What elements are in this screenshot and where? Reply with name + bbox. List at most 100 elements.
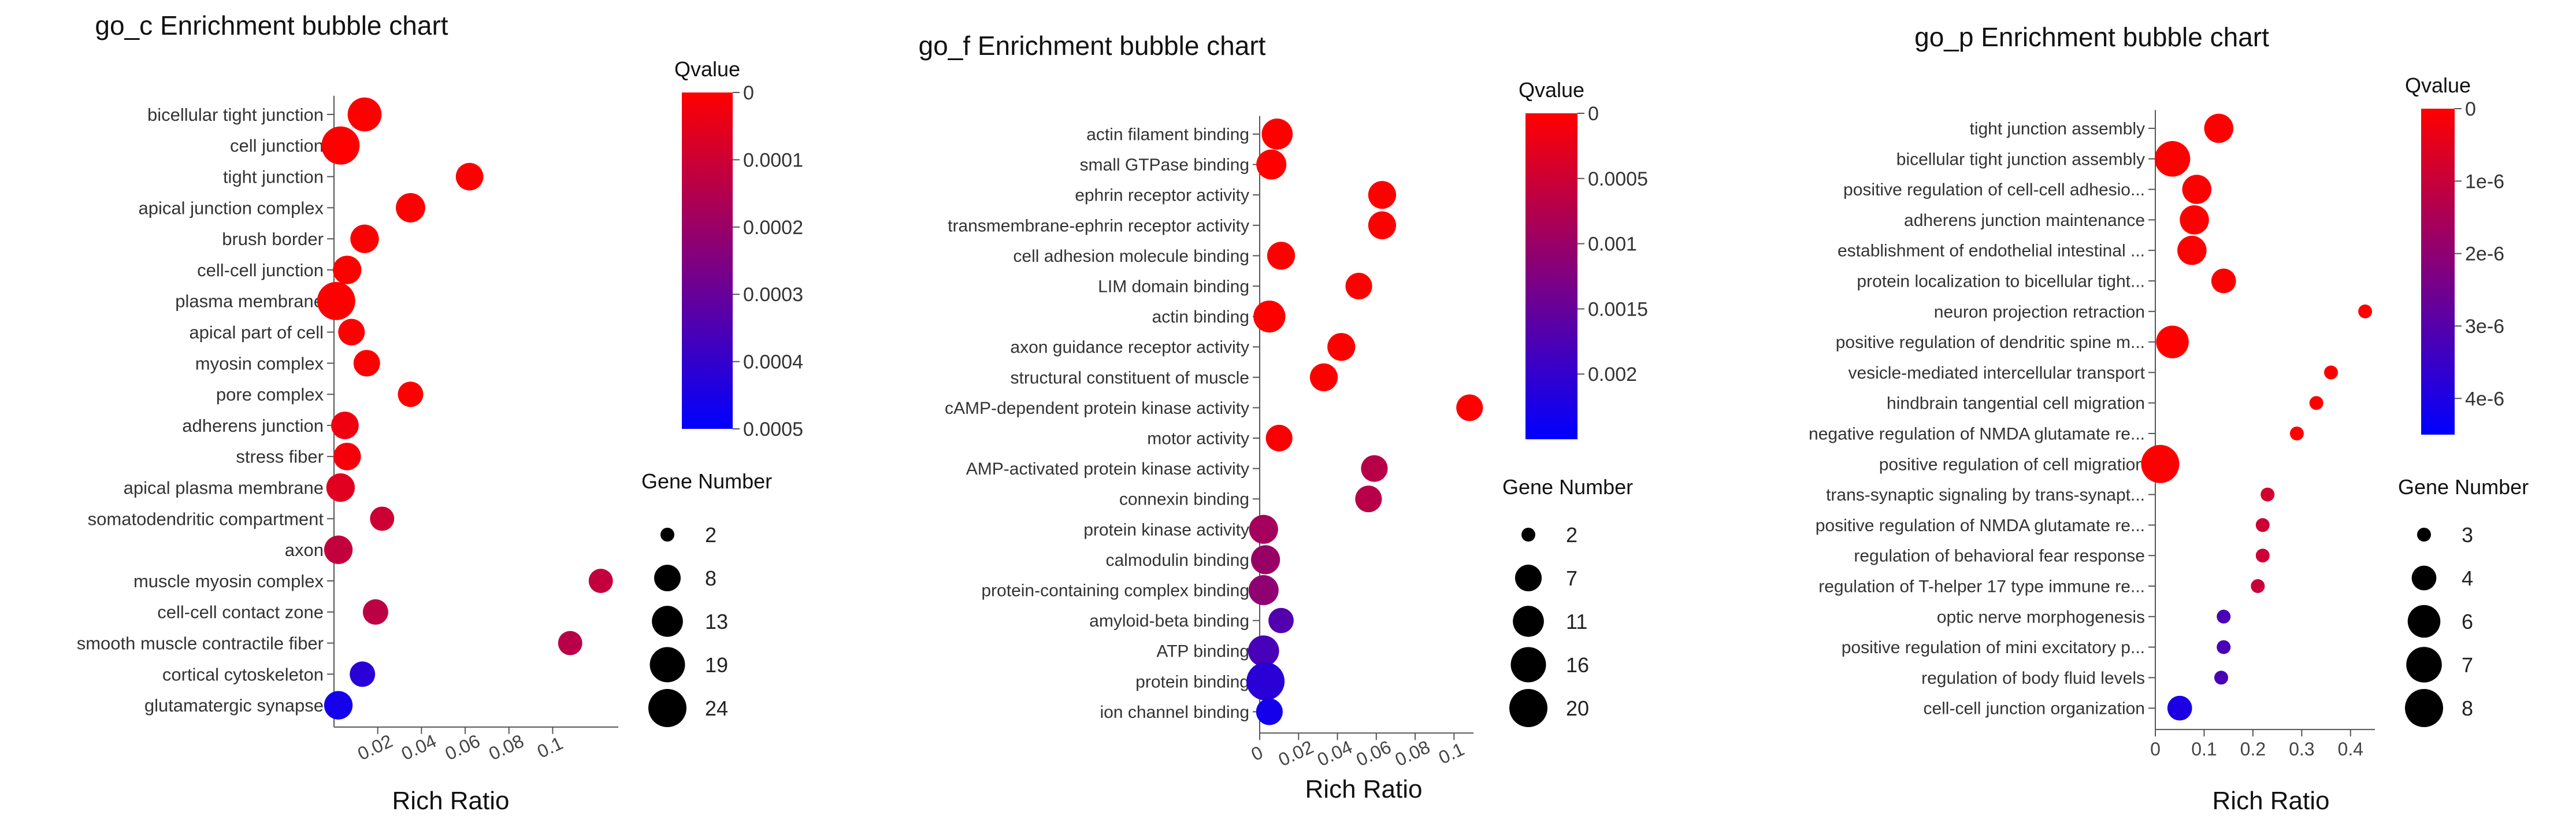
data-point: [2255, 549, 2270, 563]
colorbar-tick-label: 0: [743, 82, 754, 104]
y-tick-label: positive regulation of mini excitatory p…: [1842, 638, 2145, 657]
data-point: [1249, 514, 1278, 544]
data-point: [1248, 575, 1279, 605]
data-point: [2324, 365, 2338, 380]
colorbar-tick-label: 3e-6: [2465, 316, 2504, 338]
data-point: [1248, 635, 1279, 667]
x-tick-label: 0.1: [1435, 739, 1468, 768]
y-tick-label: vesicle-mediated intercellular transport: [1848, 364, 2145, 383]
colorbar-tick-label: 0.0004: [743, 351, 803, 373]
y-tick-label: structural constituent of muscle: [1010, 368, 1249, 387]
data-point: [350, 224, 379, 253]
data-point: [1456, 394, 1483, 421]
x-tick-label: 0.06: [1353, 736, 1394, 770]
y-tick-label: plasma membrane: [175, 291, 324, 312]
colorbar-tick-label: 0.0001: [743, 149, 803, 171]
y-tick-label: cell-cell junction organization: [1923, 699, 2145, 718]
y-tick-label: motor activity: [1147, 429, 1249, 449]
data-point: [2255, 518, 2270, 532]
data-point: [1265, 424, 1293, 452]
colorbar-tick-label: 0: [1588, 103, 1599, 125]
size-legend-label: 7: [2462, 653, 2473, 677]
size-legend-marker: [652, 606, 683, 637]
data-point: [398, 381, 424, 407]
colorbar-tick-label: 4e-6: [2465, 388, 2504, 410]
data-point: [1345, 272, 1372, 300]
x-tick-label: 0.1: [534, 732, 566, 762]
bubble-chart-panel-2: go_f Enrichment bubble chart actin filame…: [919, 31, 1648, 803]
size-legend-marker: [1513, 606, 1544, 637]
y-tick-label: protein localization to bicellular tight…: [1857, 272, 2145, 291]
x-tick-label: 0: [2150, 739, 2161, 759]
size-legend-marker: [649, 647, 685, 683]
y-tick-label: cell adhesion molecule binding: [1013, 247, 1249, 266]
size-legend-label: 3: [2462, 523, 2473, 547]
y-tick-label: cell-cell contact zone: [157, 602, 324, 622]
y-tick-label: negative regulation of NMDA glutamate re…: [1809, 425, 2145, 444]
y-tick-label: protein kinase activity: [1083, 520, 1249, 539]
colorbar-tick-label: 0.0002: [743, 217, 803, 239]
size-legend-marker: [2407, 605, 2441, 638]
size-legend-label: 8: [705, 566, 717, 590]
size-legend-label: 19: [705, 653, 728, 677]
y-tick-label: stress fiber: [236, 447, 324, 467]
y-tick-label: positive regulation of cell-cell adhesio…: [1843, 180, 2145, 199]
data-point: [396, 192, 425, 223]
y-tick-label: positive regulation of cell migration: [1879, 455, 2145, 474]
y-tick-label: brush border: [222, 229, 324, 249]
data-point: [1256, 149, 1287, 180]
size-legend-label: 7: [1566, 566, 1577, 590]
x-tick-label: 0.1: [2191, 739, 2217, 759]
y-tick-label: ion channel binding: [1100, 703, 1249, 722]
y-tick-label: cortical cytoskeleton: [162, 664, 324, 684]
y-tick-label: cell junction: [230, 136, 324, 156]
data-point: [2154, 141, 2191, 177]
size-legend-title: Gene Number: [2398, 475, 2529, 499]
y-tick-label: actin filament binding: [1086, 125, 1249, 144]
x-tick-label: 0.2: [2240, 739, 2266, 759]
y-tick-label: somatodendritic compartment: [88, 509, 324, 529]
y-tick-label: connexin binding: [1119, 490, 1249, 509]
data-point: [324, 691, 353, 720]
y-tick-label: LIM domain binding: [1098, 277, 1249, 297]
y-tick-label: myosin complex: [195, 353, 324, 373]
data-point: [347, 97, 382, 132]
colorbar-tick-label: 2e-6: [2465, 243, 2504, 265]
y-tick-label: cell-cell junction: [197, 260, 324, 280]
y-tick-label: ATP binding: [1156, 642, 1249, 661]
y-tick-label: calmodulin binding: [1106, 551, 1250, 570]
y-tick-label: axon: [285, 540, 324, 560]
chart-title: go_p Enrichment bubble chart: [1914, 22, 2269, 52]
colorbar-title: Qvalue: [1519, 78, 1584, 102]
data-point: [1246, 662, 1285, 701]
x-tick-label: 0.08: [1392, 736, 1434, 770]
size-legend-marker: [2411, 565, 2437, 591]
y-tick-label: neuron projection retraction: [1934, 302, 2145, 321]
y-tick-label: regulation of body fluid levels: [1921, 669, 2145, 688]
data-point: [2141, 444, 2180, 483]
size-legend-marker: [2417, 528, 2431, 542]
size-legend-label: 13: [705, 610, 728, 633]
size-legend-label: 11: [1566, 610, 1587, 633]
size-legend-title: Gene Number: [1502, 475, 1633, 499]
y-tick-label: protein binding: [1135, 672, 1249, 691]
x-tick-label: 0.04: [1314, 736, 1356, 770]
y-tick-label: trans-synaptic signaling by trans-synapt…: [1826, 486, 2145, 505]
size-legend-marker: [1509, 689, 1547, 727]
data-point: [2177, 235, 2207, 265]
y-tick-label: cAMP-dependent protein kinase activity: [945, 399, 1249, 418]
y-tick-label: adherens junction maintenance: [1904, 211, 2145, 230]
size-legend-label: 8: [2462, 696, 2473, 720]
x-tick-label: 0.3: [2289, 739, 2314, 759]
qvalue-colorbar: [682, 92, 733, 429]
y-tick-label: positive regulation of dendritic spine m…: [1836, 333, 2145, 352]
data-point: [321, 126, 360, 165]
data-point: [2289, 427, 2304, 440]
size-legend-marker: [2405, 689, 2443, 727]
bubble-chart-panel-3: go_p Enrichment bubble chart tight juncti…: [1809, 22, 2529, 815]
y-tick-label: apical plasma membrane: [124, 477, 324, 498]
size-legend-label: 16: [1566, 653, 1589, 677]
size-legend-marker: [1521, 528, 1535, 542]
y-tick-label: small GTPase binding: [1080, 155, 1249, 175]
